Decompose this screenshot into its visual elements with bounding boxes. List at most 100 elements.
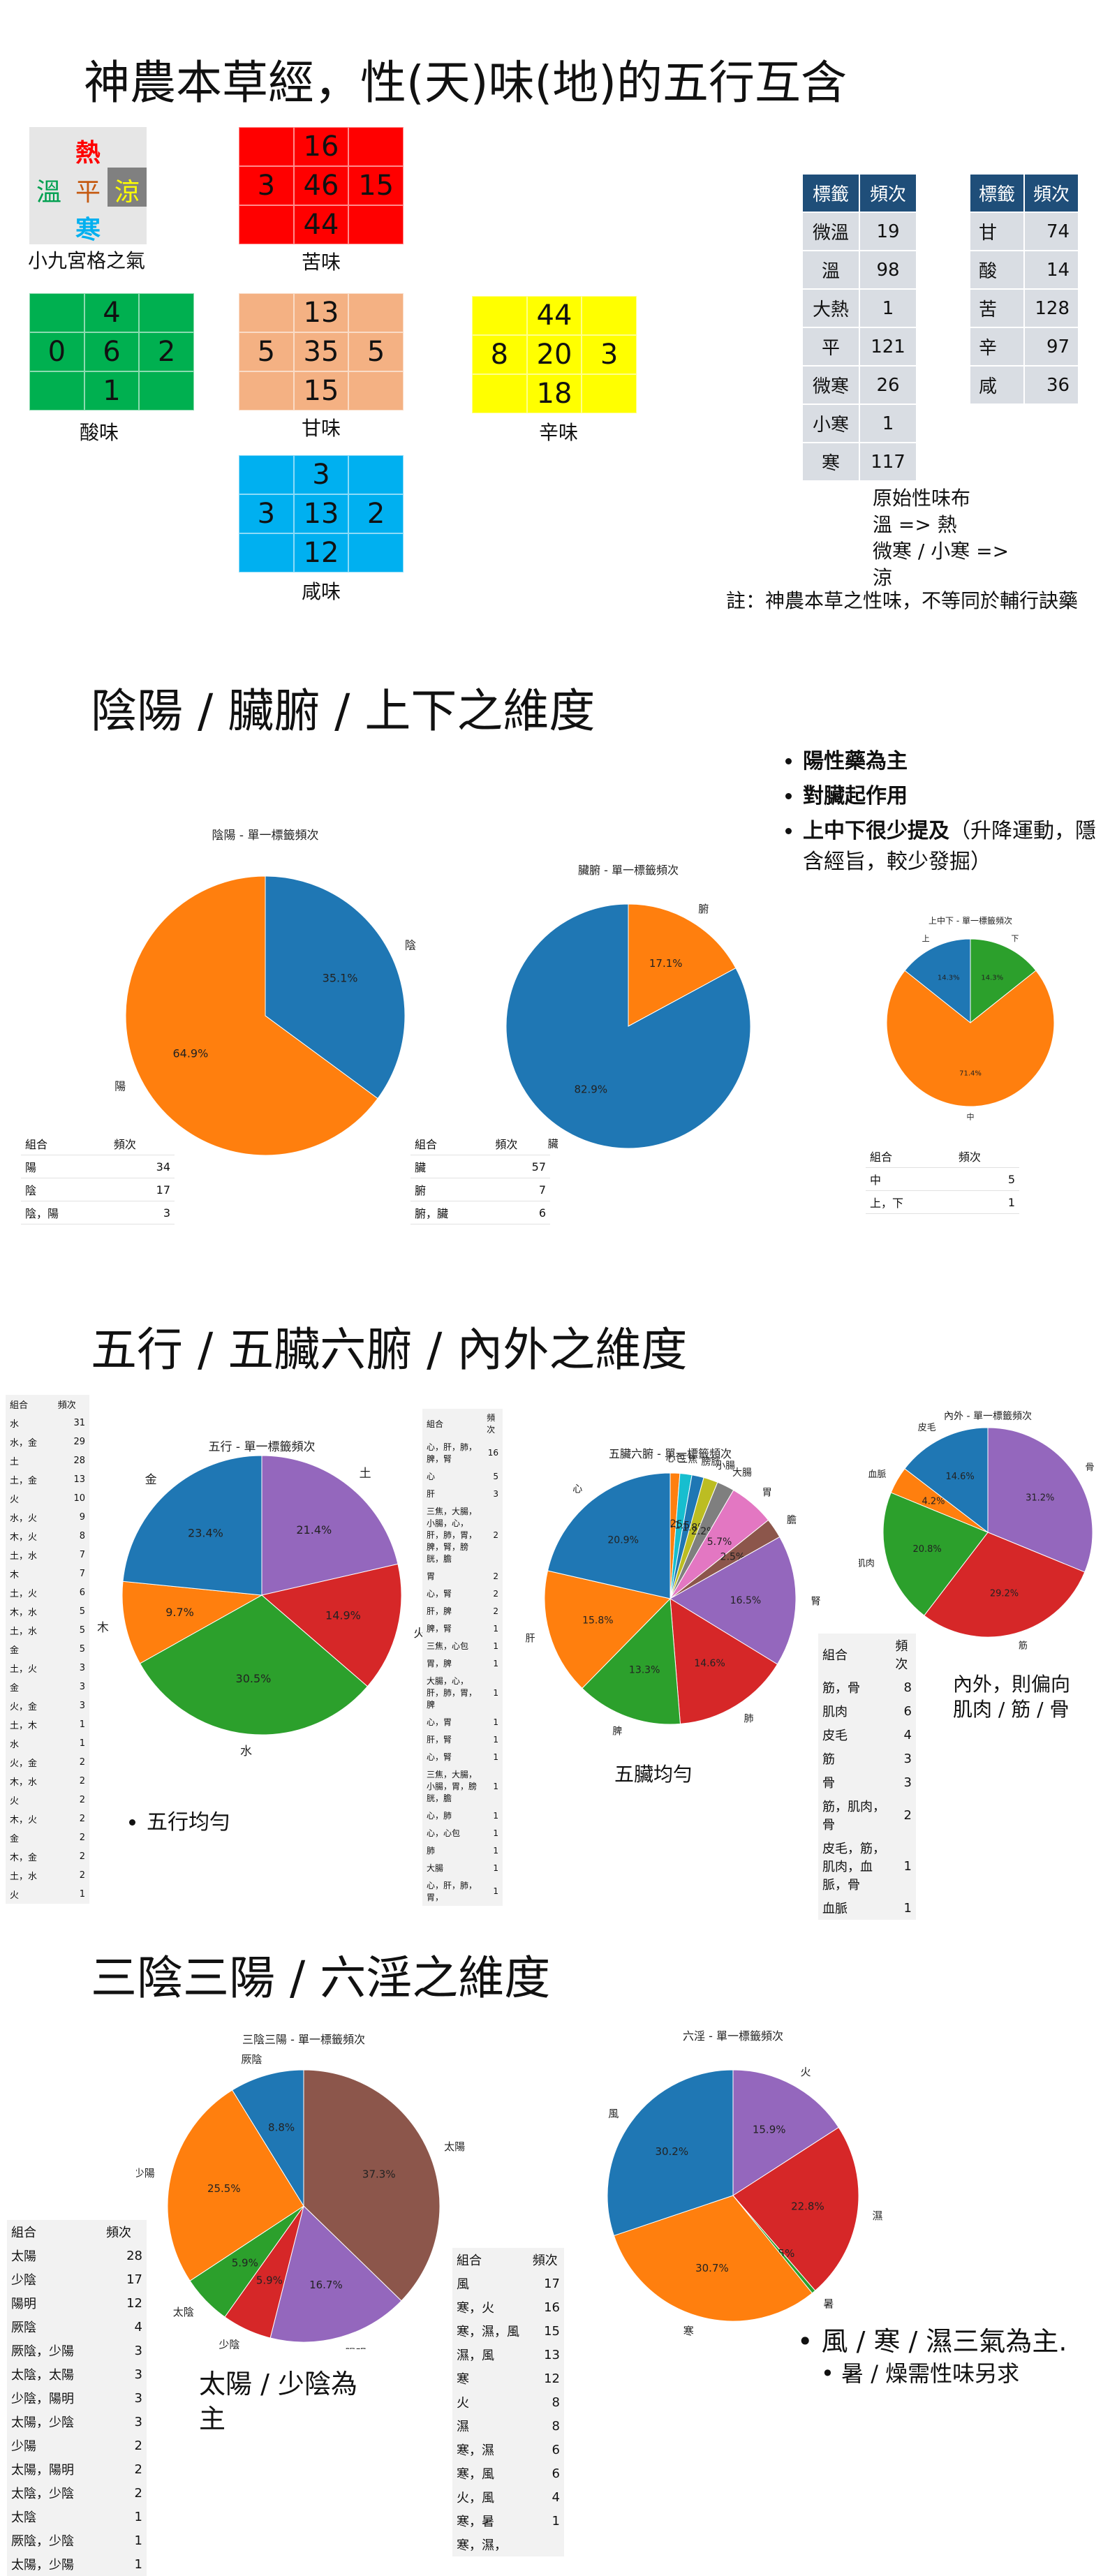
wuxing-table-label: 水，金 <box>10 1438 38 1449</box>
pie-title: 陰陽 - 單一標籤頻次 <box>212 829 319 843</box>
neiwai-table-label: 筋，骨 <box>822 1681 860 1696</box>
taste-table-label: 辛 <box>968 327 1026 367</box>
wuxing-table-count: 31 <box>73 1418 85 1428</box>
pie-category-label: 陽 <box>114 1080 126 1093</box>
liuyin-table-row: 寒，風 6 <box>452 2462 564 2485</box>
wuxing-table-label: 木，火 <box>10 1532 38 1543</box>
qi-cold: 寒 <box>75 216 101 244</box>
nature-table-row: 微寒 26 <box>801 365 918 405</box>
sanyin-table-row: 太陽，少陽 1 <box>7 2552 147 2576</box>
yinyang-table-row: 陽 34 <box>21 1155 175 1178</box>
pie-slice <box>231 2069 304 2207</box>
pie-title: 三陰三陽 - 單一標籤頻次 <box>242 2033 365 2046</box>
pie-percent-label: 30.2% <box>655 2145 688 2158</box>
pie-percent-label: 14.3% <box>938 975 960 982</box>
sweet-right: 5 <box>348 332 404 371</box>
zangfu-table-label: 腑，臟 <box>410 1201 491 1224</box>
pie-slice <box>139 1594 369 1735</box>
sanyin-table-header: 頻次 <box>106 2226 131 2240</box>
wuxing-table-count: 8 <box>79 1531 85 1541</box>
pie-slice <box>970 938 1037 1024</box>
liuyin-table-count: 12 <box>544 2371 560 2386</box>
pungent-caption: 辛味 <box>538 421 578 444</box>
pie-percent-label: 13.3% <box>629 1664 660 1675</box>
yinyang-table-label: 陽 <box>21 1155 110 1178</box>
zangfu-detail-table-row: 脾，腎 1 <box>422 1620 503 1637</box>
zangfu-detail-table-count: 1 <box>493 1828 498 1838</box>
updown-table-label: 上，下 <box>866 1190 954 1214</box>
zangfu-detail-table-count: 1 <box>493 1845 498 1856</box>
qi-cool: 涼 <box>114 178 140 207</box>
zangfu-detail-table-label: 心，心包 <box>427 1828 461 1838</box>
nature-table-row: 寒 117 <box>801 442 918 482</box>
sanyin-table-row: 太陽，陽明 2 <box>7 2457 147 2481</box>
zangfu-detail-table-label: 心，肺 <box>427 1811 452 1821</box>
updown-table-label: 中 <box>866 1167 954 1191</box>
pie-percent-label: 35.1% <box>323 971 358 984</box>
sweet-top: 13 <box>293 293 349 332</box>
wuxing-table-label: 水 <box>10 1419 20 1430</box>
sanyin-table-count: 3 <box>134 2414 142 2429</box>
liuyin-table-row: 寒，火 16 <box>452 2295 564 2319</box>
pie-title: 上中下 - 單一標籤頻次 <box>929 915 1012 926</box>
neiwai-table-header: 頻次 <box>895 1639 908 1672</box>
zangfu-detail-table-label: 心，肝，肺，脾，腎 <box>427 1442 478 1464</box>
pie-category-label: 肺 <box>744 1714 754 1725</box>
neiwai-note-line: 肌肉 / 筋 / 骨 <box>953 1698 1070 1721</box>
neiwai-table-label: 筋，肌肉，骨 <box>822 1800 885 1833</box>
bullet-updown: 上中下很少提及（升降運動，隱含經旨，較少發掘） <box>803 813 1110 875</box>
pie-category-label: 胃 <box>762 1487 772 1498</box>
salty-right: 2 <box>348 494 404 533</box>
yinyang-table: 組合 頻次陽 34 陰 17 陰，陽 3 <box>21 1132 175 1224</box>
nature-table-label: 溫 <box>801 250 861 290</box>
pie-percent-label: 14.6% <box>694 1658 725 1669</box>
zangfu-detail-table-row: 肝，脾 2 <box>422 1602 503 1620</box>
yinyang-pie: 陰陽 - 單一標籤頻次 35.1% 陰 64.9% 陽 <box>114 829 416 1156</box>
pungent-grid: 44 8 20 3 18 <box>472 296 637 413</box>
pie-category-label: 太陽 <box>444 2140 465 2153</box>
neiwai-table-label: 皮毛 <box>822 1729 848 1743</box>
taste-table: 標籤 頻次 甘 74 酸 14 苦 128 辛 97 咸 36 <box>968 173 1080 405</box>
zangfu-detail-table-header: 組合 <box>427 1419 444 1429</box>
pie-category-label: 三焦 <box>678 1454 697 1465</box>
sanyin-table-count: 1 <box>134 2509 142 2524</box>
nature-table-label: 平 <box>801 327 861 367</box>
wuxing-table-count: 6 <box>79 1587 85 1598</box>
liuyin-table-row: 火，風 4 <box>452 2485 564 2509</box>
wuxing-table-row: 火，金 3 <box>6 1696 89 1715</box>
wuxing-table-label: 土，水 <box>10 1872 38 1882</box>
pie-slice <box>122 1455 262 1596</box>
wuxing-table-label: 金 <box>10 1683 20 1694</box>
sweet-caption: 甘味 <box>301 417 341 440</box>
pie-percent-label: 20.9% <box>607 1534 638 1546</box>
pie-slice <box>607 2069 734 2237</box>
sanyin-table-label: 太陽，少陽 <box>11 2558 74 2573</box>
liuyin-table-label: 寒，風 <box>457 2467 494 2482</box>
wuxing-table-count: 3 <box>79 1701 85 1711</box>
wuxing-table-count: 7 <box>79 1569 85 1579</box>
sweet-bottom: 15 <box>293 371 349 410</box>
sanyin-table: 組合 頻次 太陽 28 少陰 17 陽明 12 厥陰 4 厥陰，少陽 3 太陰，太陽 3 少陰，陽明 3 太陽，… <box>7 2220 147 2576</box>
pie-percent-label: 4.2% <box>922 1497 945 1507</box>
pie-category-label: 肌肉 <box>859 1558 875 1569</box>
sanyin-table-label: 太陰 <box>11 2510 36 2525</box>
zangfu-detail-table-label: 肝 <box>427 1489 436 1499</box>
pie-slice <box>505 903 751 1149</box>
sour-caption: 酸味 <box>79 421 119 444</box>
pie-slice <box>260 1563 402 1687</box>
neiwai-table-row: 筋，肌肉，骨 2 <box>818 1794 916 1836</box>
neiwai-table-row: 皮毛，筋，肌肉，血脈，骨 1 <box>818 1836 916 1896</box>
zangfu-detail-table-count: 2 <box>493 1571 498 1581</box>
sweet-center: 35 <box>293 332 349 371</box>
pie-category-label: 骨 <box>1086 1463 1095 1473</box>
sanyin-table-count: 28 <box>126 2248 142 2263</box>
sanyin-table-label: 太陽，陽明 <box>11 2463 74 2478</box>
bullet-updown-bold: 上中下很少提及 <box>803 819 949 843</box>
zangfu-detail-table-label: 肝，腎 <box>427 1735 452 1745</box>
